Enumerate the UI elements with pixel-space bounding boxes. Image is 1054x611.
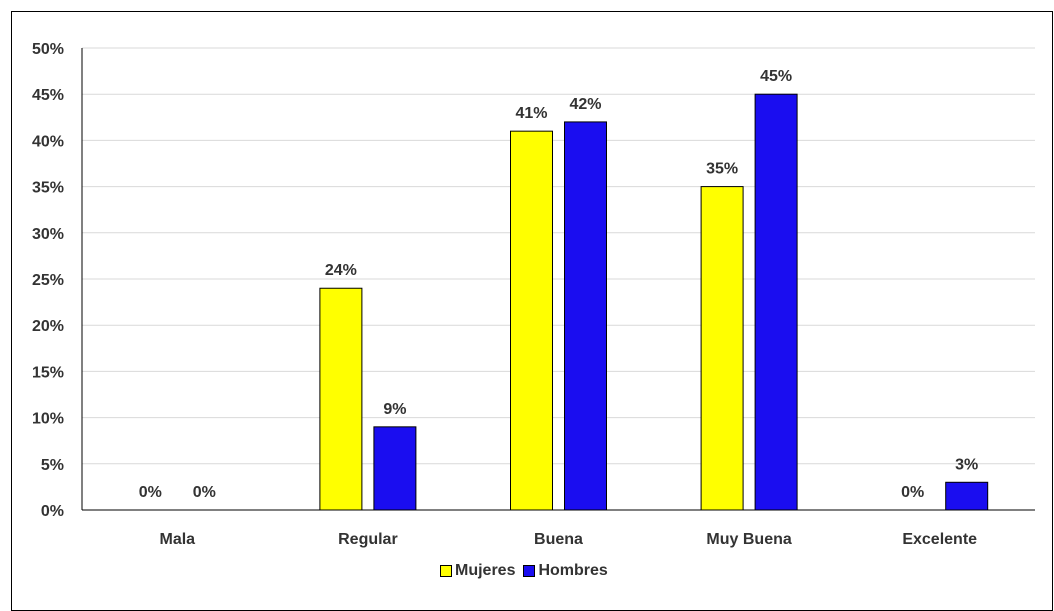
y-tick-label: 30% xyxy=(32,226,64,243)
y-axis-ticks: 0% 5% 10% 15% 20% 25% 30% 35% 40% 45% 50% xyxy=(32,41,64,520)
data-label: 0% xyxy=(193,484,216,501)
data-label: 3% xyxy=(955,456,978,473)
y-tick-label: 50% xyxy=(32,41,64,58)
y-tick-label: 25% xyxy=(32,272,64,289)
y-tick-label: 20% xyxy=(32,318,64,335)
bar-hombres-excelente xyxy=(945,481,989,511)
x-tick-label: Regular xyxy=(338,531,398,548)
y-tick-label: 0% xyxy=(41,503,64,520)
x-tick-label: Mala xyxy=(160,531,196,548)
bar-mujeres-muy-buena xyxy=(700,186,744,511)
bar-mujeres-buena xyxy=(510,130,553,511)
bar-hombres-regular xyxy=(373,426,417,511)
x-axis-ticks: Mala Regular Buena Muy Buena Excelente xyxy=(160,531,978,548)
data-label: 41% xyxy=(515,105,547,122)
bar-hombres-muy-buena xyxy=(754,93,798,511)
bar-chart: 0% 5% 10% 15% 20% 25% 30% 35% 40% 45% 50% 0% 0% 24% 9… xyxy=(32,41,1035,548)
x-tick-label: Buena xyxy=(534,531,583,548)
y-tick-label: 10% xyxy=(32,411,64,428)
bar-hombres-buena xyxy=(564,121,607,511)
x-tick-label: Muy Buena xyxy=(706,531,791,548)
legend-item-mujeres: Mujeres xyxy=(440,562,515,580)
legend: Mujeres Hombres xyxy=(440,562,608,580)
data-labels: 0% 0% 24% 9% 41% 42% 35% 45% 0% 3% xyxy=(139,68,979,501)
legend-label-mujeres: Mujeres xyxy=(455,562,516,579)
y-tick-label: 40% xyxy=(32,133,64,150)
data-label: 24% xyxy=(325,262,357,279)
legend-swatch-mujeres xyxy=(440,565,452,577)
data-label: 45% xyxy=(760,68,792,85)
legend-swatch-hombres xyxy=(523,565,536,577)
data-label: 35% xyxy=(706,161,738,178)
legend-label-hombres: Hombres xyxy=(538,562,608,579)
y-tick-label: 15% xyxy=(32,364,64,381)
data-label: 42% xyxy=(569,96,601,113)
data-label: 9% xyxy=(383,401,406,418)
axes xyxy=(81,48,1035,511)
y-tick-label: 5% xyxy=(41,457,64,474)
x-tick-label: Excelente xyxy=(902,531,977,548)
bars xyxy=(319,93,989,511)
bar-mujeres-regular xyxy=(319,287,363,511)
gridlines xyxy=(82,47,1035,465)
y-tick-label: 35% xyxy=(32,180,64,197)
data-label: 0% xyxy=(901,484,924,501)
legend-item-hombres: Hombres xyxy=(523,562,608,580)
data-label: 0% xyxy=(139,484,162,501)
y-tick-label: 45% xyxy=(32,87,64,104)
